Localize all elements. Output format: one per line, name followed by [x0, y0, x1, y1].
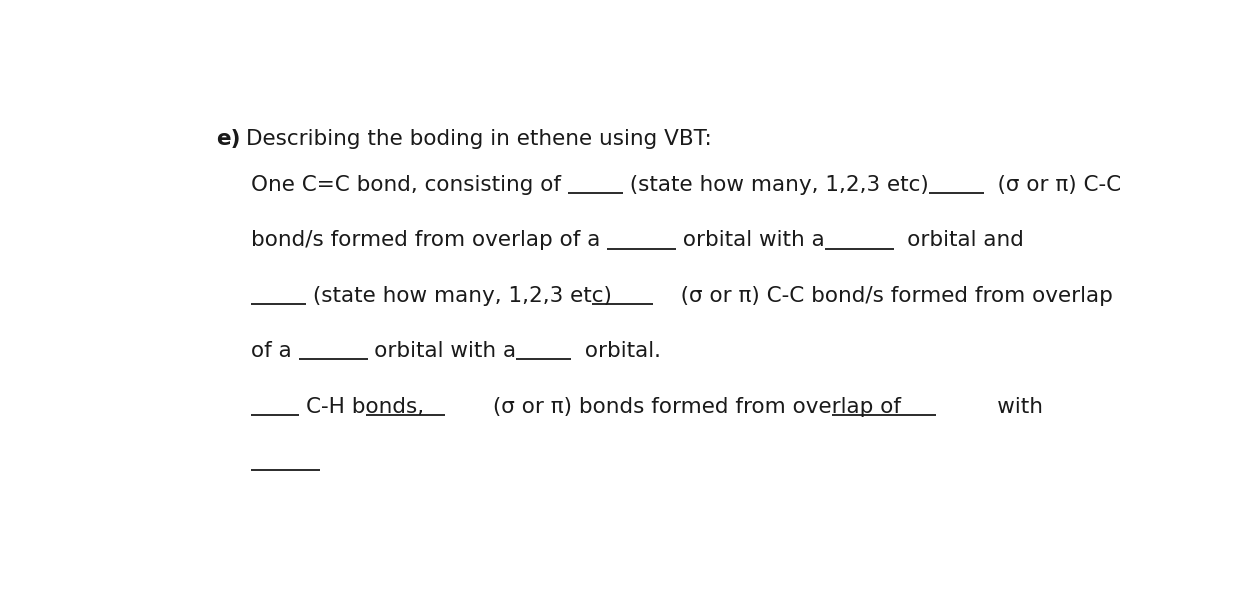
Text: One C=C bond, consisting of          (state how many, 1,2,3 etc)          (σ or : One C=C bond, consisting of (state how m… [252, 175, 1122, 195]
Text: bond/s formed from overlap of a            orbital with a            orbital and: bond/s formed from overlap of a orbital … [252, 230, 1024, 250]
Text: (state how many, 1,2,3 etc)          (σ or π) C-C bond/s formed from overlap: (state how many, 1,2,3 etc) (σ or π) C-C… [252, 286, 1113, 306]
Text: e): e) [216, 129, 241, 149]
Text: of a            orbital with a          orbital.: of a orbital with a orbital. [252, 341, 661, 361]
Text: Describing the boding in ethene using VBT:: Describing the boding in ethene using VB… [246, 129, 712, 149]
Text: C-H bonds,          (σ or π) bonds formed from overlap of              with: C-H bonds, (σ or π) bonds formed from ov… [252, 396, 1043, 417]
